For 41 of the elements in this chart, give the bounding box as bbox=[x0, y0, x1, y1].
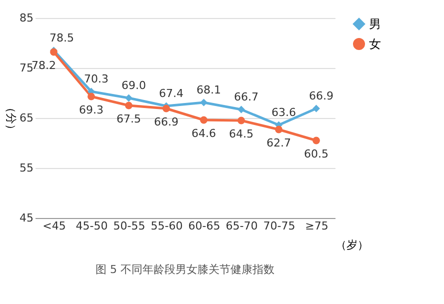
data-label: 62.7 bbox=[266, 136, 291, 150]
legend-label: 女 bbox=[369, 37, 381, 51]
data-label: 67.5 bbox=[116, 112, 141, 126]
legend-label: 男 bbox=[369, 17, 381, 31]
x-axis-title: （岁） bbox=[336, 238, 368, 252]
data-label: 69.0 bbox=[122, 79, 146, 92]
point bbox=[200, 116, 208, 124]
data-label: 60.5 bbox=[304, 148, 328, 160]
data-label: 69.3 bbox=[79, 104, 104, 116]
data-label: 66.7 bbox=[234, 90, 258, 104]
data-label: 78.5 bbox=[50, 32, 74, 44]
data-label: 70.3 bbox=[84, 72, 108, 86]
y-tick-label: 65 bbox=[20, 112, 34, 124]
x-tick-label: <45 bbox=[42, 220, 66, 232]
y-tick-label: 75 bbox=[20, 62, 34, 74]
point bbox=[238, 116, 245, 124]
point bbox=[162, 104, 170, 112]
x-tick-label: 65-70 bbox=[226, 220, 258, 232]
point bbox=[275, 126, 282, 134]
y-tick-label: 85 bbox=[20, 12, 34, 24]
x-tick-label: 45-50 bbox=[76, 220, 108, 232]
data-label: 64.5 bbox=[229, 128, 254, 140]
x-tick-label: 55-60 bbox=[150, 220, 183, 232]
data-label: 68.1 bbox=[196, 84, 221, 96]
data-label: 63.6 bbox=[272, 106, 296, 119]
y-tick-label: 55 bbox=[20, 162, 34, 174]
y-axis-title: （分） bbox=[4, 102, 18, 135]
data-label: 67.4 bbox=[159, 87, 184, 100]
point bbox=[125, 102, 132, 110]
data-label: 66.9 bbox=[154, 116, 178, 128]
data-label: 66.9 bbox=[309, 90, 334, 102]
data-label: 64.6 bbox=[192, 127, 216, 140]
x-tick-label: 50-55 bbox=[113, 220, 146, 232]
point bbox=[88, 92, 95, 100]
y-tick-label: 45 bbox=[20, 212, 34, 224]
text: 图 5 不同年龄段男女膝关节健康指数 bbox=[96, 263, 274, 276]
x-tick-label: 70-75 bbox=[263, 220, 296, 232]
x-tick-label: ≥75 bbox=[305, 220, 328, 232]
data-label: 78.2 bbox=[32, 59, 56, 72]
point bbox=[312, 136, 320, 144]
x-tick-label: 60-65 bbox=[188, 220, 220, 232]
